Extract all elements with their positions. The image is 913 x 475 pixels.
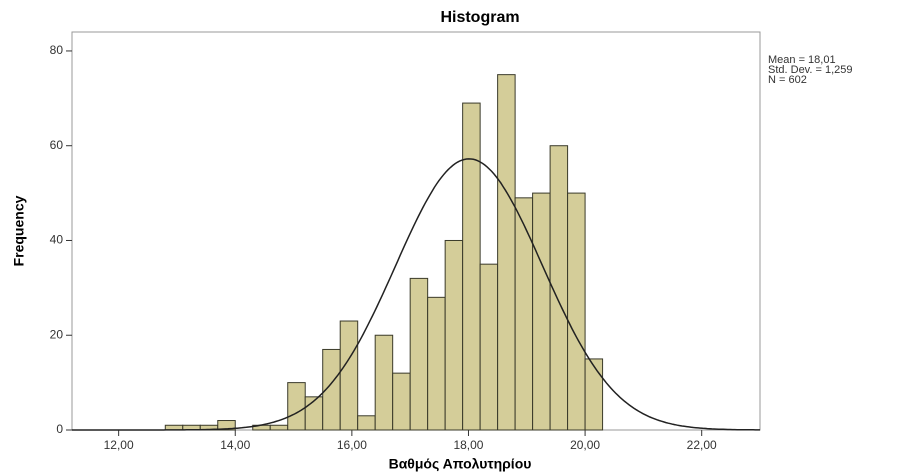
bar	[584, 358, 604, 431]
bar	[427, 296, 446, 431]
bar	[409, 277, 429, 431]
x-axis-label: Βαθμός Απολυτηρίου	[389, 456, 532, 472]
y-axis-label: Frequency	[11, 195, 27, 266]
y-tick-label: 40	[50, 233, 64, 247]
y-tick-label: 20	[50, 327, 64, 341]
bar	[357, 415, 376, 431]
chart-title: Histogram	[440, 9, 519, 26]
x-tick-label: 18,00	[453, 438, 483, 452]
bar	[514, 197, 534, 431]
bar	[269, 424, 289, 431]
normal-curve	[72, 158, 760, 431]
y-tick-label: 60	[50, 138, 64, 152]
stat-label: Std. Dev. = 1,259	[768, 64, 853, 76]
bar	[462, 102, 481, 431]
stat-label: Mean = 18,01	[768, 54, 836, 66]
bar	[217, 420, 236, 431]
stat-label: N = 602	[768, 74, 807, 86]
y-tick-label: 80	[50, 43, 64, 57]
x-tick-label: 12,00	[104, 438, 134, 452]
x-tick-label: 14,00	[220, 438, 250, 452]
bar	[339, 320, 359, 431]
bar	[479, 263, 499, 431]
bar	[444, 239, 464, 431]
bar	[497, 74, 516, 431]
bar	[287, 382, 306, 431]
x-tick-label: 16,00	[337, 438, 367, 452]
bar	[567, 192, 586, 431]
bar	[392, 372, 411, 431]
x-tick-label: 22,00	[687, 438, 717, 452]
bar	[532, 192, 551, 431]
y-tick-label: 0	[56, 422, 63, 436]
bar	[374, 334, 394, 431]
x-tick-label: 20,00	[570, 438, 600, 452]
